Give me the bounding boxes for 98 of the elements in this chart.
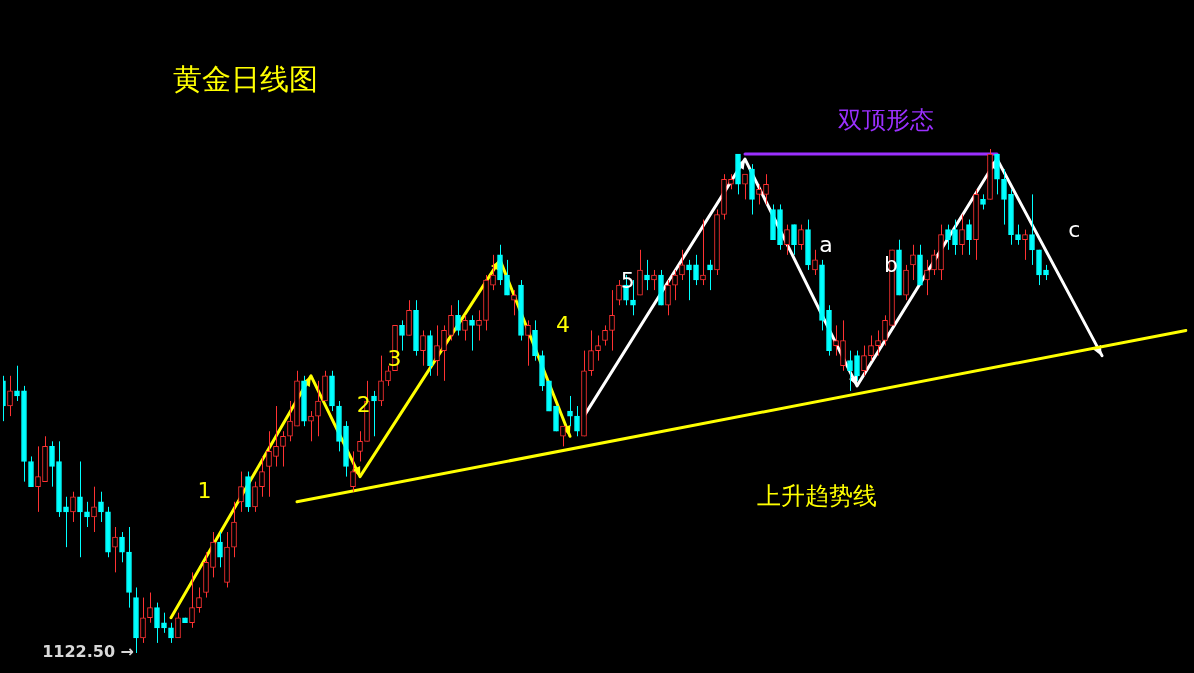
candlestick [448,304,454,342]
candlestick [910,244,916,281]
candlestick [882,314,888,347]
candlestick [287,400,293,442]
candlestick [441,324,447,382]
candlestick [903,264,909,301]
chart-title: 黄金日线图 [173,61,318,98]
candlestick [231,501,237,558]
candlestick [399,319,405,352]
candlestick [875,329,881,357]
candlestick [280,430,286,468]
series-label: 双顶形态 [838,106,934,135]
annotation: 1122.50 → [42,642,134,662]
candlestick [952,219,958,256]
candlestick [210,531,216,578]
candlestick [147,592,153,624]
candlestick [665,279,671,316]
candlestick [840,319,846,372]
candlestick [1001,168,1007,226]
candlestick [168,622,174,644]
candlestick [931,249,937,276]
candlestick [357,430,363,462]
annotation: 4 [556,312,571,338]
candlestick [28,455,34,488]
candlestick [462,314,468,342]
annotation: c [1068,217,1081,243]
candlestick [672,269,678,301]
candlestick [7,375,13,417]
candlestick [70,491,76,523]
candlestick [238,471,244,513]
candlestick [833,324,839,357]
candlestick [497,244,503,286]
candlestick [1015,224,1021,246]
candlestick [77,460,83,558]
candlestick [476,309,482,342]
candlestick [637,249,643,296]
candlestick [378,355,384,407]
annotation: 1 [197,477,212,503]
candlestick [994,153,1000,195]
text: 上升趋势线 [756,482,877,511]
candlestick [455,299,461,336]
candlestick [693,254,699,286]
candlestick [252,481,258,513]
candlestick [924,259,930,296]
candlestick [112,526,118,573]
candlestick [490,254,496,291]
candlestick [791,224,797,256]
candlestick [966,219,972,256]
candlestick [273,405,279,468]
candlestick [742,173,748,200]
candlestick [854,350,860,382]
candlestick [784,224,790,256]
candlestick [616,279,622,306]
candlestick [161,612,167,634]
candlestick [679,249,685,281]
candlestick [504,259,510,296]
candlestick [420,329,426,367]
candlestick [385,365,391,387]
candlestick [35,445,41,513]
candlestick [945,224,951,251]
candlestick [1036,249,1042,286]
candlestick [532,319,538,362]
candlestick [588,329,594,377]
candlestick [595,334,601,362]
candlestick [119,531,125,563]
candlestick [350,450,356,493]
candlestick [847,350,853,392]
candlestick [959,214,965,256]
candlestick [602,324,608,347]
candlestick [574,405,580,437]
candlestick [763,173,769,205]
candlestick [98,491,104,523]
candlestick [196,586,202,614]
candlestick [259,455,265,498]
candlestick [756,183,762,205]
candlestick [322,370,328,402]
candlestick [469,314,475,352]
candlestick [1022,229,1028,261]
candlestick [525,319,531,367]
candlestick [511,289,517,316]
candlestick [434,324,440,377]
candlestick [140,597,146,644]
candlestick [1029,193,1035,266]
candlestick [175,612,181,639]
annotation: a [819,231,833,257]
candlestick [154,602,160,644]
candlestick [266,430,272,498]
candlestick [861,345,867,377]
candlestick [91,486,97,533]
candlestick [315,380,321,437]
candlestick [406,299,412,336]
candlestick [812,249,818,276]
candlestick [798,224,804,251]
candlestick [609,289,615,352]
candlestick [868,334,874,362]
candlestick [189,571,195,629]
candlestick [217,531,223,568]
candlestick [49,440,55,488]
